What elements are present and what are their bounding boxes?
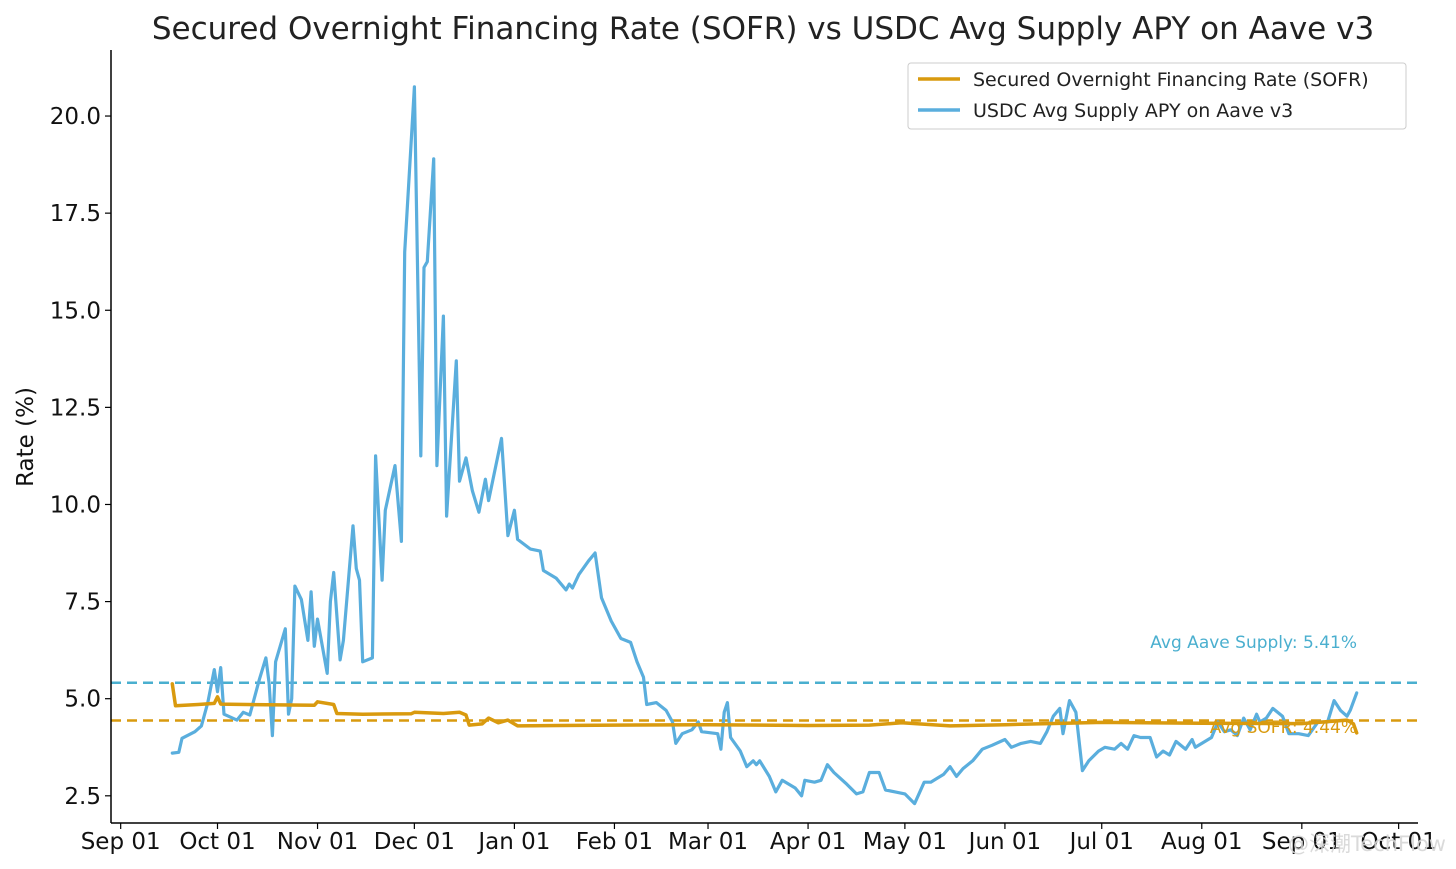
- y-axis-label: Rate (%): [13, 387, 39, 487]
- y-tick-label: 12.5: [50, 395, 101, 421]
- watermark: @深潮TechFlow: [1288, 832, 1446, 856]
- x-tick-label: Oct 01: [179, 829, 255, 855]
- x-tick-label: Nov 01: [277, 829, 358, 855]
- legend-box: [907, 62, 1407, 130]
- y-tick-label: 17.5: [50, 201, 101, 227]
- y-tick-label: 7.5: [64, 590, 101, 616]
- x-tick-label: Jan 01: [476, 829, 550, 855]
- y-tick-label: 20.0: [50, 104, 101, 130]
- x-tick-label: Aug 01: [1161, 829, 1243, 855]
- y-tick-label: 2.5: [64, 784, 101, 810]
- x-tick-label: Mar 01: [668, 829, 748, 855]
- y-tick-label: 10.0: [50, 492, 101, 518]
- x-tick-label: Oct 01: [1360, 829, 1436, 855]
- x-tick-label: Sep 01: [81, 829, 161, 855]
- x-tick-label: Feb 01: [576, 829, 653, 855]
- series-lines: [170, 85, 1359, 806]
- series-line-usdc-avg-supply-apy-on-aave-v3: [170, 85, 1359, 806]
- chart-title: Secured Overnight Financing Rate (SOFR) …: [152, 11, 1374, 47]
- x-tick-label: Apr 01: [770, 829, 846, 855]
- legend-label-sofr: Secured Overnight Financing Rate (SOFR): [973, 69, 1369, 91]
- legend-label-usdc: USDC Avg Supply APY on Aave v3: [973, 100, 1293, 122]
- series-line-secured-overnight-financing-rate-sofr: [170, 682, 1359, 735]
- y-axis-ticks: 2.5 5.0 7.5 10.0 12.5 15.0 17.5 20.0: [50, 104, 111, 810]
- x-tick-label: Sep 01: [1262, 829, 1342, 855]
- x-tick-label: Dec 01: [374, 829, 455, 855]
- annotation-avg-aave-supply: Avg Aave Supply: 5.41%: [1150, 633, 1357, 653]
- reference-lines: [111, 681, 1418, 722]
- x-tick-label: Jul 01: [1068, 829, 1134, 855]
- x-axis-ticks: Sep 01 Oct 01 Nov 01 Dec 01 Jan 01 Feb 01 Mar …: [81, 823, 1437, 855]
- annotation-avg-sofr: Avg SOFR: 4.44%: [1210, 718, 1357, 738]
- y-tick-label: 5.0: [64, 687, 101, 713]
- y-tick-label: 15.0: [50, 298, 101, 324]
- x-tick-label: Jun 01: [967, 829, 1042, 855]
- x-tick-label: May 01: [863, 829, 947, 855]
- legend: Secured Overnight Financing Rate (SOFR) …: [907, 62, 1407, 130]
- axes: [110, 50, 1418, 824]
